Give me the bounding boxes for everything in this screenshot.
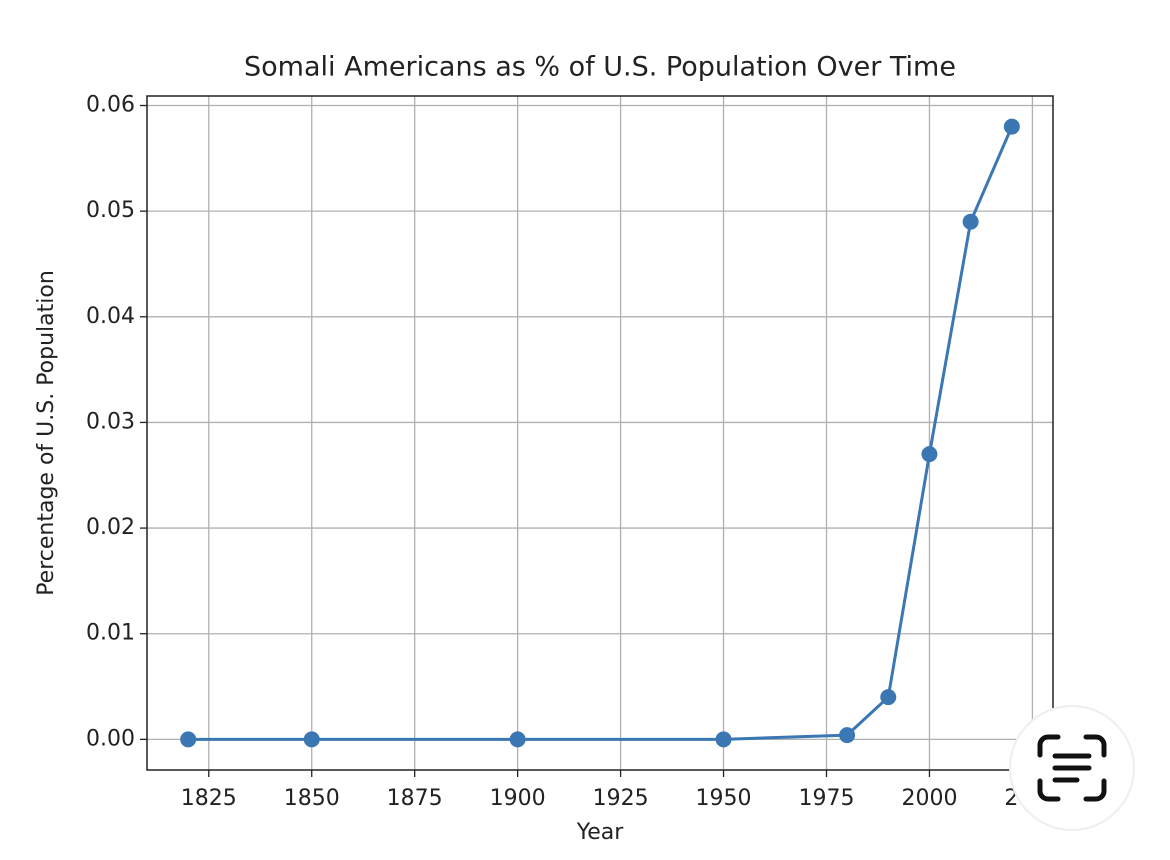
x-tick-label: 1850	[284, 786, 340, 811]
data-point	[880, 689, 897, 706]
scan-button[interactable]	[1009, 705, 1135, 831]
data-point	[839, 727, 856, 744]
y-tick-label: 0.00	[86, 726, 135, 751]
plot: 0.00 0.01 0.02 0.03 0.04 0.05 0.06 1825 1850 1875…	[86, 93, 1060, 811]
y-tick-label: 0.05	[86, 198, 135, 223]
x-tick-label: 1825	[181, 786, 237, 811]
chart-title: Somali Americans as % of U.S. Population…	[244, 52, 956, 83]
y-tick-label: 0.03	[86, 409, 135, 434]
data-point	[303, 731, 320, 748]
data-point	[962, 213, 979, 230]
data-point	[509, 731, 526, 748]
y-tick-label: 0.02	[86, 515, 135, 540]
x-tick-label: 1875	[387, 786, 443, 811]
data-point	[715, 731, 732, 748]
y-tick-label: 0.06	[86, 93, 135, 118]
y-tick-label: 0.01	[86, 621, 135, 646]
x-tick-label: 1900	[490, 786, 546, 811]
x-tick-label: 1975	[799, 786, 855, 811]
x-tick-label: 2000	[901, 786, 957, 811]
data-point	[180, 731, 197, 748]
x-tick-label: 1925	[593, 786, 649, 811]
scan-icon[interactable]	[1037, 734, 1107, 802]
y-axis-label: Percentage of U.S. Population	[34, 270, 59, 596]
data-point	[1003, 118, 1020, 135]
data-point	[921, 446, 938, 463]
x-tick-label: 1950	[696, 786, 752, 811]
x-axis-label: Year	[576, 820, 625, 845]
plot-frame	[146, 95, 1054, 771]
y-tick-label: 0.04	[86, 304, 135, 329]
